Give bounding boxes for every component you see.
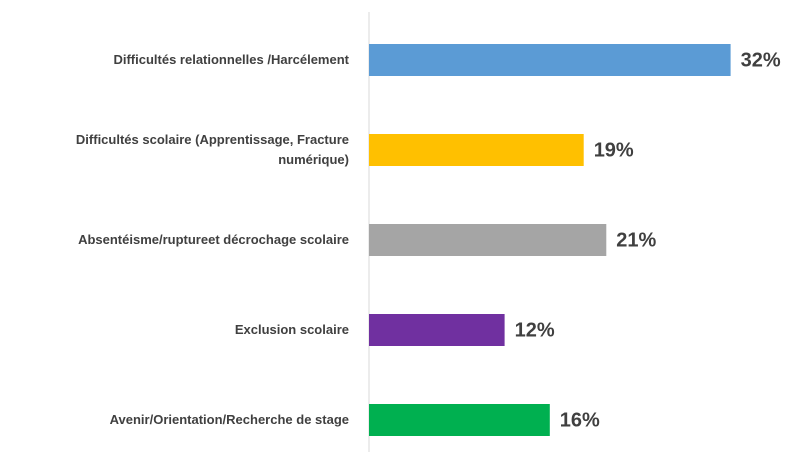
bar	[369, 314, 505, 346]
value-label: 12%	[515, 319, 555, 341]
bar	[369, 224, 607, 256]
bar	[369, 404, 550, 436]
category-label: Difficultés relationnelles /Harcélement	[113, 52, 349, 67]
value-label: 32%	[741, 49, 781, 71]
value-label: 16%	[560, 409, 600, 431]
value-label: 19%	[594, 139, 634, 161]
category-label: Exclusion scolaire	[234, 322, 349, 337]
category-label: Absentéisme/ruptureet décrochage scolair…	[78, 232, 349, 247]
bar	[369, 44, 731, 76]
value-label: 21%	[616, 229, 656, 251]
bar	[369, 134, 584, 166]
category-label: Difficultés scolaire (Apprentissage, Fra…	[75, 132, 349, 167]
category-label: Avenir/Orientation/Recherche de stage	[109, 412, 349, 427]
